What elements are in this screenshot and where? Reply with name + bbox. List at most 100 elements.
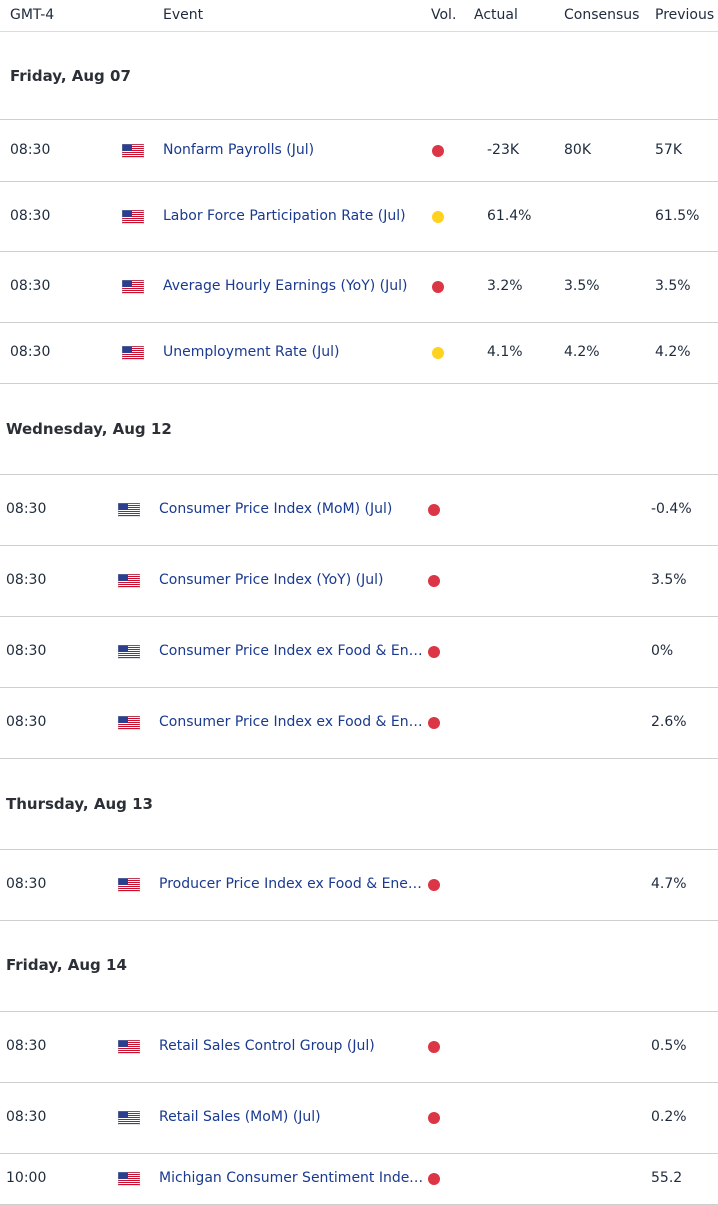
event-time: 08:30: [6, 501, 47, 517]
vol-header: Vol.: [431, 7, 457, 23]
event-row[interactable]: 08:30 Producer Price Index ex Food & Ener…: [0, 850, 718, 921]
event-row[interactable]: 08:30 Average Hourly Earnings (YoY) (Jul)…: [0, 252, 718, 323]
high-volatility-icon: [428, 879, 440, 891]
event-name[interactable]: Unemployment Rate (Jul): [163, 344, 340, 360]
consensus-value: 4.2%: [564, 344, 600, 360]
event-name[interactable]: Consumer Price Index (MoM) (Jul): [159, 501, 393, 517]
high-volatility-icon: [428, 646, 440, 658]
previous-value: 2.6%: [651, 714, 687, 730]
consensus-value: 3.5%: [564, 278, 600, 294]
event-time: 10:00: [6, 1170, 47, 1186]
country-flag: [118, 1172, 140, 1186]
country-flag: [118, 1040, 140, 1054]
day-section-header: Friday, Aug 14: [0, 921, 718, 1012]
event-name[interactable]: Retail Sales Control Group (Jul): [159, 1038, 375, 1054]
high-volatility-icon: [428, 504, 440, 516]
event-time: 08:30: [10, 142, 51, 158]
day-section-header: Friday, Aug 07: [0, 31, 718, 120]
us-flag-icon: [122, 210, 144, 224]
event-row[interactable]: 08:30 Nonfarm Payrolls (Jul) -23K 80K 57K: [0, 120, 718, 182]
event-row[interactable]: 08:30 Unemployment Rate (Jul) 4.1% 4.2% 4.2%: [0, 323, 718, 384]
actual-value: 4.1%: [487, 344, 523, 360]
day-title: Friday, Aug 14: [6, 956, 127, 974]
high-volatility-icon: [432, 145, 444, 157]
event-time: 08:30: [6, 1109, 47, 1125]
day-section-header: Wednesday, Aug 12: [0, 384, 718, 475]
consensus-header: Consensus: [564, 7, 640, 23]
us-flag-icon: [122, 280, 144, 294]
us-flag-icon: [118, 1111, 140, 1125]
high-volatility-icon: [428, 1112, 440, 1124]
us-flag-icon: [118, 878, 140, 892]
previous-value: 3.5%: [651, 572, 687, 588]
event-row[interactable]: 08:30 Retail Sales (MoM) (Jul) 0.2%: [0, 1083, 718, 1154]
event-time: 08:30: [6, 1038, 47, 1054]
previous-value: -0.4%: [651, 501, 692, 517]
event-row[interactable]: 08:30 Consumer Price Index (YoY) (Jul) 3.5…: [0, 546, 718, 617]
previous-value: 57K: [655, 142, 682, 158]
us-flag-icon: [118, 645, 140, 659]
country-flag: [122, 280, 144, 294]
country-flag: [122, 210, 144, 224]
high-volatility-icon: [432, 281, 444, 293]
previous-value: 0%: [651, 643, 674, 659]
us-flag-icon: [118, 574, 140, 588]
event-time: 08:30: [10, 278, 51, 294]
high-volatility-icon: [428, 717, 440, 729]
event-name[interactable]: Average Hourly Earnings (YoY) (Jul): [163, 278, 408, 294]
previous-value: 55.2: [651, 1170, 683, 1186]
us-flag-icon: [118, 1172, 140, 1186]
actual-value: -23K: [487, 142, 520, 158]
country-flag: [118, 574, 140, 588]
country-flag: [118, 645, 140, 659]
us-flag-icon: [118, 1040, 140, 1054]
previous-value: 0.5%: [651, 1038, 687, 1054]
us-flag-icon: [122, 144, 144, 158]
actual-value: 61.4%: [487, 208, 532, 224]
day-title: Friday, Aug 07: [10, 67, 131, 85]
consensus-value: 80K: [564, 142, 591, 158]
medium-volatility-icon: [432, 211, 444, 223]
event-name[interactable]: Consumer Price Index ex Food & Energy (Y…: [159, 714, 425, 730]
event-name[interactable]: Michigan Consumer Sentiment Index (Aug): [159, 1170, 425, 1186]
previous-value: 0.2%: [651, 1109, 687, 1125]
event-time: 08:30: [10, 344, 51, 360]
actual-header: Actual: [474, 7, 518, 23]
country-flag: [122, 346, 144, 360]
event-row[interactable]: 10:00 Michigan Consumer Sentiment Index (…: [0, 1154, 718, 1205]
day-title: Wednesday, Aug 12: [6, 420, 172, 438]
event-row[interactable]: 08:30 Labor Force Participation Rate (Jul…: [0, 182, 718, 252]
previous-header: Previous: [655, 7, 715, 23]
timezone-header[interactable]: GMT-4: [10, 7, 55, 23]
event-row[interactable]: 08:30 Consumer Price Index ex Food & Ener…: [0, 617, 718, 688]
medium-volatility-icon: [432, 347, 444, 359]
country-flag: [118, 716, 140, 730]
us-flag-icon: [122, 346, 144, 360]
high-volatility-icon: [428, 575, 440, 587]
event-name[interactable]: Consumer Price Index (YoY) (Jul): [159, 572, 384, 588]
event-time: 08:30: [6, 876, 47, 892]
event-row[interactable]: 08:30 Consumer Price Index ex Food & Ener…: [0, 688, 718, 759]
event-name[interactable]: Producer Price Index ex Food & Energy (Y…: [159, 876, 425, 892]
event-row[interactable]: 08:30 Consumer Price Index (MoM) (Jul) -0.…: [0, 475, 718, 546]
event-name[interactable]: Consumer Price Index ex Food & Energy (M…: [159, 643, 425, 659]
event-name[interactable]: Retail Sales (MoM) (Jul): [159, 1109, 321, 1125]
actual-value: 3.2%: [487, 278, 523, 294]
previous-value: 4.7%: [651, 876, 687, 892]
high-volatility-icon: [428, 1041, 440, 1053]
high-volatility-icon: [428, 1173, 440, 1185]
event-time: 08:30: [6, 643, 47, 659]
country-flag: [118, 1111, 140, 1125]
us-flag-icon: [118, 716, 140, 730]
table-header: GMT-4 Event Vol. Actual Consensus Previo…: [0, 0, 718, 32]
us-flag-icon: [118, 503, 140, 517]
event-header: Event: [163, 7, 204, 23]
event-row[interactable]: 08:30 Retail Sales Control Group (Jul) 0.5…: [0, 1012, 718, 1083]
previous-value: 3.5%: [655, 278, 691, 294]
event-name[interactable]: Nonfarm Payrolls (Jul): [163, 142, 315, 158]
day-title: Thursday, Aug 13: [6, 795, 153, 813]
event-name[interactable]: Labor Force Participation Rate (Jul): [163, 208, 406, 224]
event-time: 08:30: [10, 208, 51, 224]
day-section-header: Thursday, Aug 13: [0, 759, 718, 850]
previous-value: 61.5%: [655, 208, 700, 224]
